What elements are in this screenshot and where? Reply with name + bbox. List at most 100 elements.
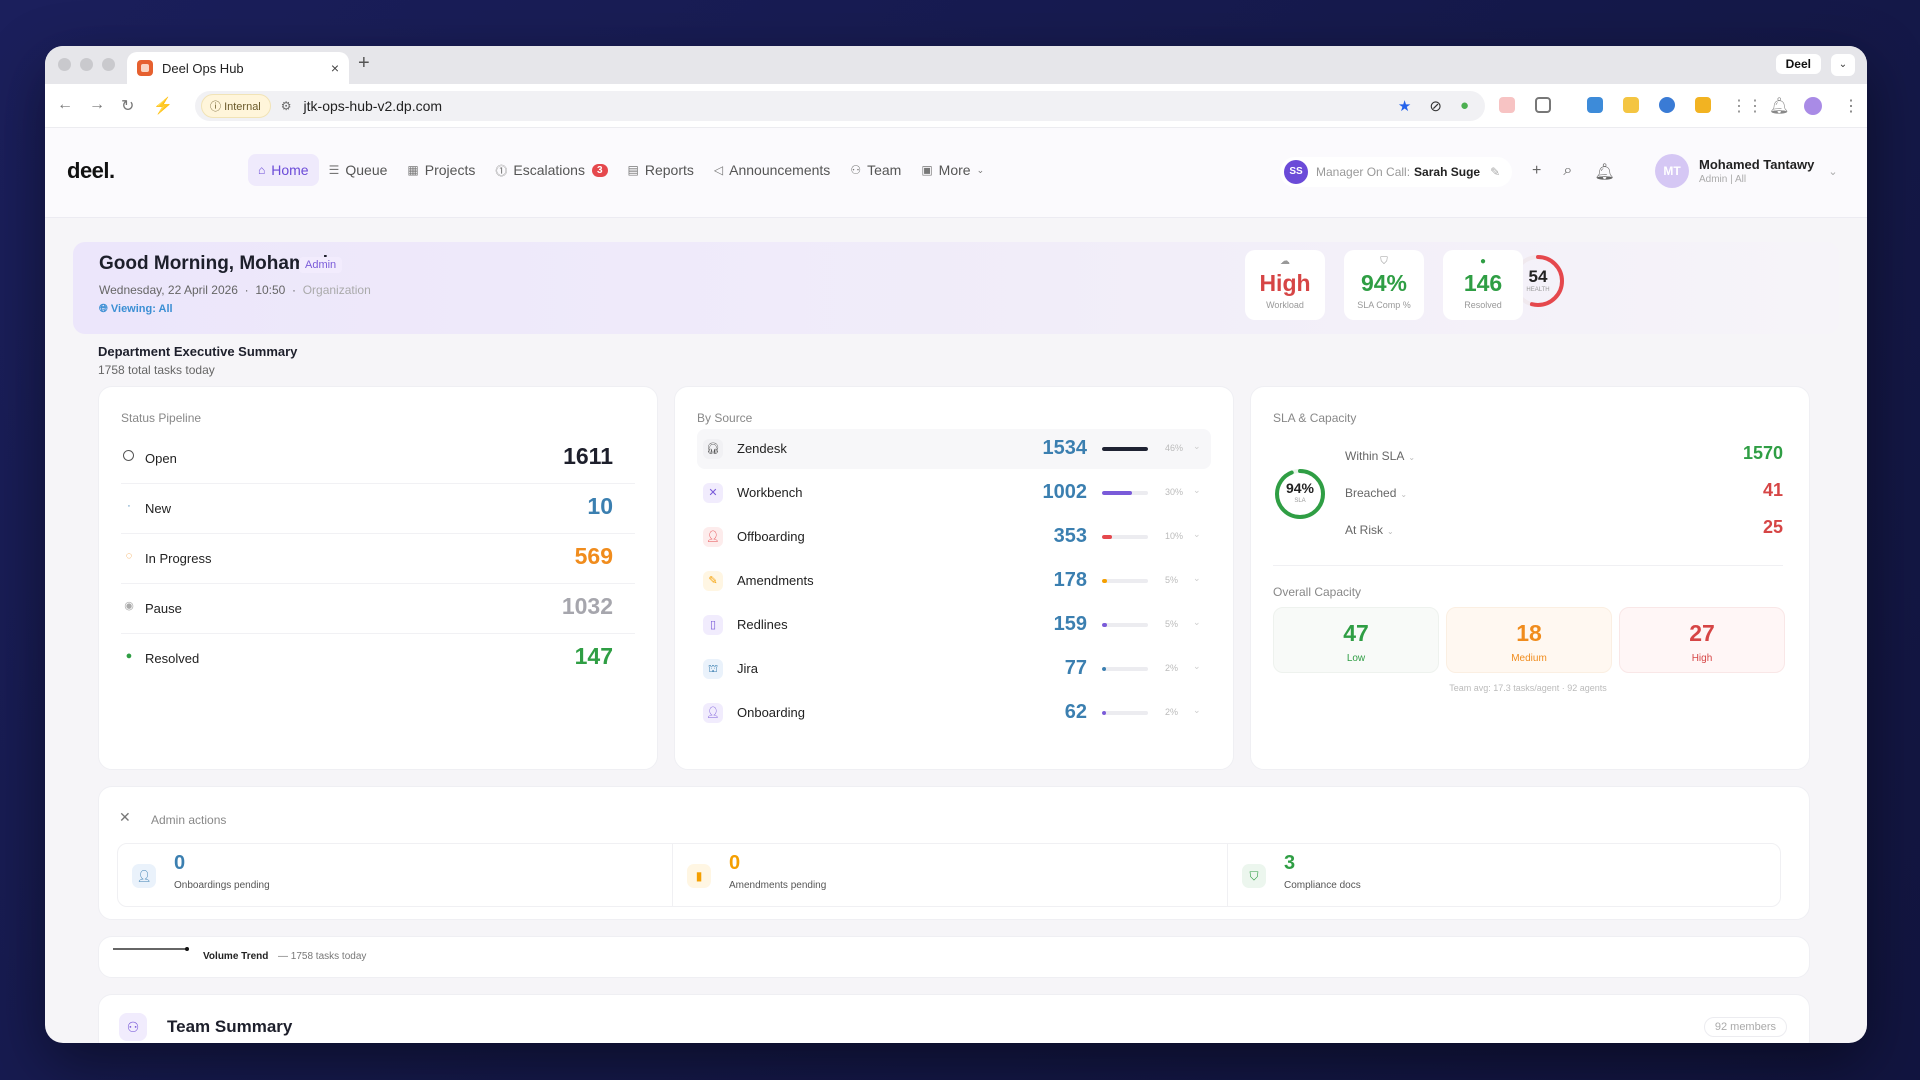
pipeline-row-open[interactable]: Open 1611 [121,434,635,484]
sla-row-value: 25 [1762,517,1783,537]
team-title: Team Summary [167,1017,293,1036]
bell-icon[interactable]: 🔔︎ [1594,164,1615,181]
tab-search-button[interactable]: ⌄ [1831,54,1855,76]
chevron-down-icon[interactable]: ⌄ [1193,441,1201,451]
chevron-down-icon: ⌄ [1387,527,1394,536]
add-icon[interactable]: + [1532,162,1542,179]
capacity-high[interactable]: 27 High [1619,607,1785,673]
extension-icon[interactable] [1659,97,1675,113]
pipeline-row-new[interactable]: · New 10 [121,484,635,534]
internal-badge[interactable]: ⓘ Internal [201,94,271,118]
extension-globe-icon[interactable]: ● [1459,97,1469,114]
window-controls[interactable] [58,58,115,71]
volume-trend-card[interactable]: Volume Trend — 1758 tasks today [98,936,1810,978]
profile-button[interactable]: Deel [1775,54,1821,74]
pipeline-value: 10 [587,493,613,519]
admin-compliance-docs[interactable]: ⛉ 3 Compliance docs [1228,844,1780,906]
sla-row-breached[interactable]: Breached ⌄ 41 [1345,480,1783,504]
nav-announcements[interactable]: ◁ Announcements [704,154,840,186]
capacity-medium[interactable]: 18 Medium [1446,607,1612,673]
sla-row-at-risk[interactable]: At Risk ⌄ 25 [1345,517,1783,541]
trend-subtitle: — 1758 tasks today [278,951,367,962]
extension-icon[interactable] [1623,97,1639,113]
pipeline-row-pause[interactable]: ◉ Pause 1032 [121,584,635,634]
source-share-bar [1102,579,1148,583]
deel-logo[interactable]: deel. [67,158,115,183]
omnibox[interactable]: ⓘ Internal ⚙ jtk-ops-hub-v2.dp.com ★ ⊘ ● [195,91,1485,121]
browser-tab[interactable]: Deel Ops Hub × [127,52,349,84]
profile-avatar-icon[interactable] [1804,97,1822,115]
source-percent: 30% [1165,487,1184,497]
chevron-down-icon[interactable]: ⌄ [1193,573,1201,583]
puzzle-icon[interactable] [1535,97,1551,113]
source-row-offboarding[interactable]: 👤︎ Offboarding 353 10% ⌄ [697,517,1211,557]
circle-outline-icon [123,450,134,461]
chevron-down-icon[interactable]: ⌄ [1193,705,1201,715]
eye-off-icon[interactable]: ⊘ [1429,98,1442,115]
pipeline-value: 569 [574,543,613,569]
forward-icon[interactable]: → [89,96,105,113]
source-row-amendments[interactable]: ✎ Amendments 178 5% ⌄ [697,561,1211,601]
reload-icon[interactable]: ↻ [121,98,135,115]
url-text[interactable]: jtk-ops-hub-v2.dp.com [303,98,443,114]
menu-dots-icon[interactable]: ⋮ [1843,98,1859,115]
extension-icon[interactable] [1499,97,1515,113]
source-row-zendesk[interactable]: 🎧︎ Zendesk 1534 46% ⌄ [697,429,1211,469]
bookmark-star-icon[interactable]: ★ [1397,98,1412,115]
pipeline-row-resolved[interactable]: ● Resolved 147 [121,634,635,684]
dot-icon: · [127,500,131,512]
deel-favicon-icon [137,60,153,76]
capacity-low[interactable]: 47 Low [1273,607,1439,673]
source-row-onboarding[interactable]: 👤︎ Onboarding 62 2% ⌄ [697,693,1211,733]
chevron-down-icon[interactable]: ⌄ [1193,617,1201,627]
nav-team[interactable]: ⚇ Team [840,154,911,186]
status-pipeline-card: Status Pipeline Open 1611 · New 10 ◌ In … [98,386,658,770]
nav-home[interactable]: ⌂ Home [248,154,319,186]
manager-on-call[interactable]: SS Manager On Call: Sarah Suge ✎ [1280,157,1513,187]
user-avatar: MT [1655,154,1689,188]
viewing-filter[interactable]: 🌐︎ Viewing: All [99,303,173,316]
pipeline-row-in-progress[interactable]: ◌ In Progress 569 [121,534,635,584]
extension-icon[interactable] [1695,97,1711,113]
alert-circle-icon: ⓵ [495,163,508,178]
source-value: 178 [1053,569,1087,591]
pipeline-label: New [145,501,172,516]
notifications-bell-icon[interactable]: 🔔︎ [1769,98,1790,115]
user-menu[interactable]: MT Mohamed Tantawy Admin | All ⌄ [1655,154,1838,188]
chevron-down-icon[interactable]: ⌄ [1193,661,1201,671]
jira-icon: ⛫ [703,659,723,679]
source-row-jira[interactable]: ⛫ Jira 77 2% ⌄ [697,649,1211,689]
pipeline-value: 1611 [563,443,613,469]
nav-more[interactable]: ▣ More ⌄ [911,154,994,186]
edit-pencil-icon[interactable]: ✎ [1490,165,1501,179]
search-icon[interactable]: ⌕ [1563,162,1573,179]
nav-projects[interactable]: ▦ Projects [397,154,485,186]
close-tab-icon[interactable]: × [330,60,339,76]
sla-capacity-card: SLA & Capacity 94% SLA Within SLA ⌄ 1570 … [1250,386,1810,770]
extension-icon[interactable] [1587,97,1603,113]
chevron-down-icon[interactable]: ⌄ [1193,485,1201,495]
edit-icon: ✎ [703,571,723,591]
sla-ring-label: SLA [1294,498,1306,504]
chevron-down-icon[interactable]: ⌄ [1193,529,1201,539]
admin-amendments-pending[interactable]: ▮ 0 Amendments pending [673,844,1228,906]
site-settings-icon[interactable]: ⚙ [280,99,292,113]
bolt-icon[interactable]: ⚡ [153,98,173,115]
source-percent: 10% [1165,531,1184,541]
admin-onboardings-pending[interactable]: 👤︎ 0 Onboardings pending [118,844,673,906]
source-row-redlines[interactable]: ▯ Redlines 159 5% ⌄ [697,605,1211,645]
user-minus-icon: 👤︎ [703,527,723,547]
nav-escalations[interactable]: ⓵ Escalations 3 [485,154,617,186]
date-text: Wednesday, 22 April 2026 [99,283,238,297]
sla-row-within[interactable]: Within SLA ⌄ 1570 [1345,443,1783,467]
nav-reports[interactable]: ▤ Reports [618,154,704,186]
apps-grid-icon[interactable]: ⋮⋮ [1731,98,1763,115]
building-icon: ▦ [407,163,419,177]
source-label: Amendments [737,573,814,588]
back-icon[interactable]: ← [57,96,73,113]
card-title: Status Pipeline [121,411,202,425]
nav-queue[interactable]: ☰ Queue [319,154,398,186]
source-percent: 46% [1165,443,1184,453]
new-tab-button[interactable]: + [358,52,370,74]
source-row-workbench[interactable]: ✕ Workbench 1002 30% ⌄ [697,473,1211,513]
